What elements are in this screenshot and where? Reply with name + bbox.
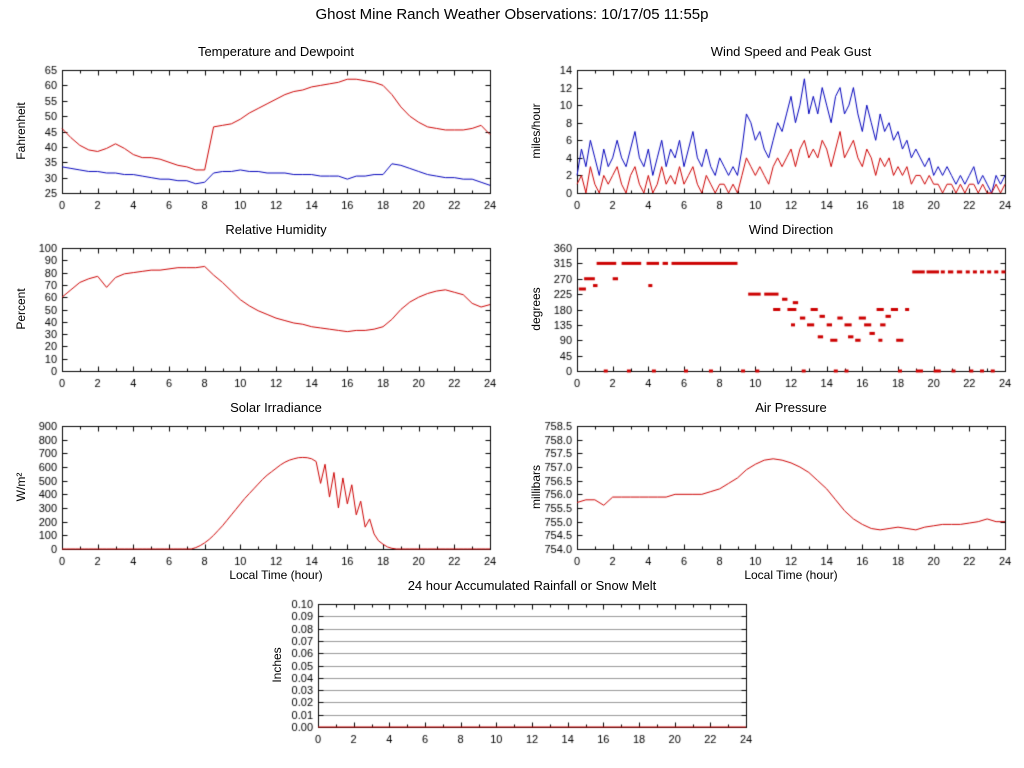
chart-relative-humidity: Relative Humidity Percent xyxy=(8,218,504,414)
chart-air-pressure: Air Pressure millibars Local Time (hour) xyxy=(523,396,1019,592)
rainfall-canvas xyxy=(264,598,760,750)
chart-rainfall: 24 hour Accumulated Rainfall or Snow Mel… xyxy=(264,574,760,754)
page-title: Ghost Mine Ranch Weather Observations: 1… xyxy=(315,6,709,23)
wind-direction-canvas xyxy=(523,242,1019,394)
chart-solar-irradiance: Solar Irradiance W/m² Local Time (hour) xyxy=(8,396,504,592)
chart-wind-speed-gust: Wind Speed and Peak Gust miles/hour xyxy=(523,40,1019,236)
x-axis-label: Local Time (hour) xyxy=(229,568,323,582)
chart-title: Relative Humidity xyxy=(225,222,327,237)
temperature-dewpoint-canvas xyxy=(8,64,504,216)
x-axis-label: Local Time (hour) xyxy=(744,568,838,582)
air-pressure-canvas xyxy=(523,420,1019,572)
chart-wind-direction: Wind Direction degrees xyxy=(523,218,1019,414)
chart-title: Wind Speed and Peak Gust xyxy=(710,44,872,59)
chart-title: Air Pressure xyxy=(755,400,827,415)
chart-temperature-dewpoint: Temperature and Dewpoint Fahrenheit xyxy=(8,40,504,236)
chart-title: Temperature and Dewpoint xyxy=(197,44,355,59)
wind-speed-gust-canvas xyxy=(523,64,1019,216)
chart-title: Wind Direction xyxy=(748,222,834,237)
chart-title: 24 hour Accumulated Rainfall or Snow Mel… xyxy=(407,578,657,593)
chart-title: Solar Irradiance xyxy=(230,400,322,415)
relative-humidity-canvas xyxy=(8,242,504,394)
solar-irradiance-canvas xyxy=(8,420,504,572)
